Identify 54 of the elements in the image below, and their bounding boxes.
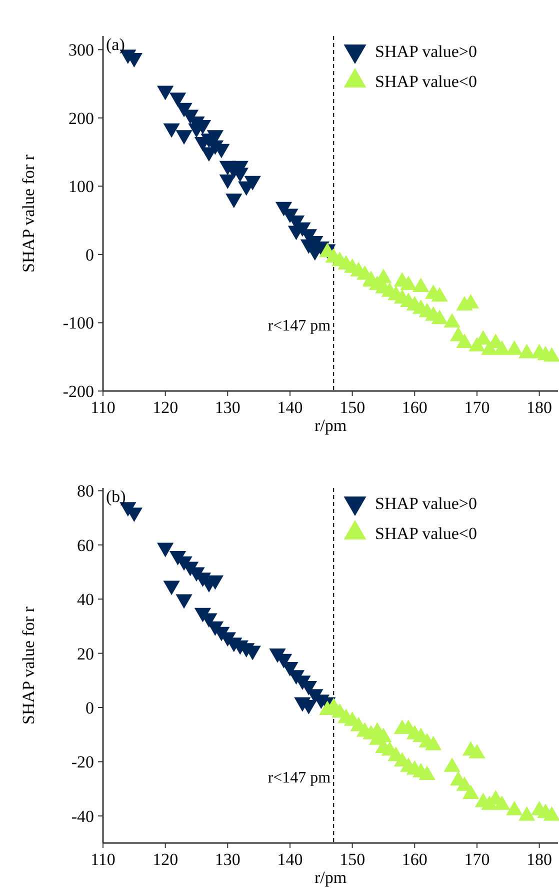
- ref-line-label: r<147 pm: [268, 318, 332, 335]
- point: [425, 736, 442, 750]
- annotation: (b): [106, 487, 126, 506]
- point: [543, 806, 559, 821]
- x-tick-label: 140: [277, 398, 303, 417]
- x-tick-label: 110: [90, 398, 116, 417]
- y-tick-label: 60: [77, 536, 94, 555]
- point: [176, 594, 192, 609]
- y-tick-label: 0: [86, 245, 94, 264]
- y-tick-label: -20: [71, 752, 94, 772]
- y-tick-label: 20: [77, 644, 94, 664]
- y-axis-title: SHAP value for r: [19, 606, 38, 724]
- y-tick-label: 300: [68, 40, 94, 60]
- x-tick-label: 160: [402, 398, 428, 417]
- point: [468, 744, 486, 758]
- ref-line-label: r<147 pm: [268, 770, 332, 787]
- y-axis-title: SHAP value for r: [19, 154, 38, 272]
- y-tick-label: 100: [68, 177, 94, 196]
- x-tick-label: 180: [526, 398, 552, 417]
- y-tick-label: 80: [77, 482, 94, 501]
- legend-label: SHAP value<0: [375, 524, 477, 543]
- y-tick-label: 200: [68, 108, 94, 128]
- x-tick-label: 130: [214, 850, 240, 869]
- point: [163, 580, 180, 596]
- y-tick-label: 40: [77, 590, 94, 610]
- x-axis-title: r/pm: [314, 416, 347, 435]
- point: [206, 575, 224, 590]
- y-tick-label: -200: [62, 382, 94, 401]
- legend-label: SHAP value<0: [375, 72, 477, 91]
- x-tick-label: 150: [340, 850, 366, 869]
- point: [444, 758, 460, 772]
- annotation: (a): [106, 35, 125, 54]
- x-tick-label: 170: [464, 398, 490, 417]
- y-tick-label: -100: [62, 314, 94, 333]
- point: [157, 542, 174, 558]
- x-tick-label: 180: [526, 850, 552, 869]
- legend-label: SHAP value>0: [375, 42, 477, 61]
- point: [494, 795, 510, 810]
- x-tick-label: 150: [340, 398, 366, 417]
- x-tick-label: 120: [152, 850, 178, 869]
- x-axis-title: r/pm: [314, 868, 347, 887]
- x-tick-label: 110: [90, 850, 116, 869]
- point: [506, 800, 523, 816]
- x-tick-label: 120: [152, 398, 178, 417]
- point: [462, 784, 480, 800]
- x-tick-label: 140: [277, 850, 303, 869]
- point: [418, 766, 436, 780]
- legend-label: SHAP value>0: [375, 494, 477, 513]
- point: [518, 806, 536, 821]
- y-tick-label: 0: [86, 698, 94, 718]
- y-tick-label: -40: [71, 806, 94, 826]
- x-tick-label: 130: [214, 398, 240, 417]
- x-tick-label: 160: [402, 850, 428, 869]
- x-tick-label: 170: [464, 850, 490, 869]
